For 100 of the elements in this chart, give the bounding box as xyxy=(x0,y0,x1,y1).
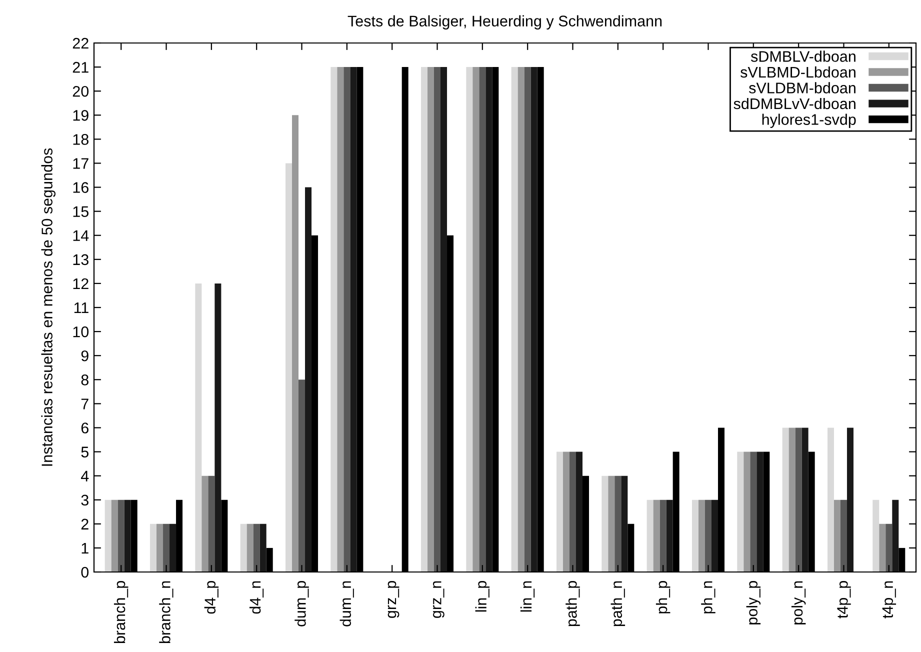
bar xyxy=(337,67,344,572)
bar xyxy=(750,452,757,572)
x-tick-label: t4p_p xyxy=(837,580,851,618)
y-tick-label: 21 xyxy=(72,62,88,73)
bar xyxy=(240,524,247,572)
bar xyxy=(427,67,434,572)
y-tick-label: 1 xyxy=(82,542,88,554)
y-tick-label: 2 xyxy=(81,518,88,530)
bar xyxy=(711,500,718,572)
bar xyxy=(150,524,157,572)
bar xyxy=(104,500,112,572)
bar xyxy=(827,428,834,572)
x-tick-label: t4p_n xyxy=(882,581,896,618)
bar xyxy=(524,67,531,572)
bar xyxy=(253,524,260,572)
bar xyxy=(840,500,847,572)
bar xyxy=(124,500,131,572)
bar xyxy=(156,524,164,572)
y-tick-label: 7 xyxy=(81,398,88,410)
bar xyxy=(653,500,660,572)
bar xyxy=(602,476,608,572)
bar xyxy=(788,428,796,572)
bar xyxy=(530,67,538,572)
bar xyxy=(744,452,750,572)
bar xyxy=(756,452,764,572)
x-tick-label: grz_p xyxy=(388,580,400,618)
bar xyxy=(621,476,628,572)
y-tick-label: 10 xyxy=(73,326,89,338)
bar xyxy=(163,524,170,572)
legend-label: sdDMBLvV-dboan xyxy=(734,98,856,110)
y-tick-label: 8 xyxy=(81,374,88,386)
bar xyxy=(802,428,808,572)
y-tick-label: 17 xyxy=(73,158,88,169)
x-tick-label: poly_p xyxy=(746,580,761,624)
bar xyxy=(344,67,350,572)
bar xyxy=(782,428,789,572)
x-tick-label: dum_p xyxy=(294,580,309,626)
x-tick-label: lin_n xyxy=(520,581,535,612)
bar xyxy=(511,67,518,572)
x-tick-label: path_n xyxy=(610,581,626,626)
x-tick-label: grz_n xyxy=(432,581,444,618)
bar xyxy=(208,476,215,572)
bar xyxy=(892,500,899,572)
bar xyxy=(170,524,176,572)
y-tick-label: 19 xyxy=(73,110,88,121)
bar xyxy=(260,524,266,572)
bar xyxy=(434,67,441,572)
y-tick-label: 5 xyxy=(81,446,88,458)
chart-title: Tests de Balsiger, Heuerding y Schwendimann xyxy=(348,15,662,30)
x-tick-label: poly_n xyxy=(791,581,806,624)
x-tick-label: path_p xyxy=(566,580,580,626)
bar xyxy=(608,476,615,572)
bar xyxy=(486,67,492,572)
y-axis-title: Instancias resueltas en menos de 50 segundos xyxy=(41,148,56,466)
bar xyxy=(872,500,880,572)
bar xyxy=(698,500,705,572)
bar xyxy=(795,428,802,572)
bar xyxy=(440,67,448,572)
y-tick-label: 11 xyxy=(74,302,88,314)
bar xyxy=(246,524,254,572)
bar xyxy=(202,476,208,572)
bar xyxy=(879,524,886,572)
x-tick-label: lin_p xyxy=(475,580,490,612)
x-tick-label: ph_p xyxy=(656,580,670,614)
y-tick-label: 9 xyxy=(81,350,88,362)
bar xyxy=(576,452,583,572)
bar xyxy=(614,476,622,572)
y-tick-label: 22 xyxy=(72,38,88,49)
x-tick-label: branch_n xyxy=(159,581,174,644)
bar xyxy=(666,500,673,572)
bar xyxy=(350,67,357,572)
y-tick-label: 3 xyxy=(81,494,88,506)
bar xyxy=(692,500,698,572)
y-tick-label: 15 xyxy=(73,206,88,218)
bar xyxy=(479,67,486,572)
bar xyxy=(646,500,654,572)
bar xyxy=(292,115,299,572)
x-tick-label: d4_n xyxy=(249,581,264,614)
bar xyxy=(562,452,570,572)
y-tick-label: 18 xyxy=(73,134,88,145)
legend-label: sVLDBM-bdoan xyxy=(749,82,856,94)
y-tick-label: 13 xyxy=(73,254,88,266)
bar xyxy=(704,500,712,572)
bar xyxy=(305,187,312,572)
bar xyxy=(472,67,480,572)
bar xyxy=(298,380,306,572)
bar xyxy=(737,452,744,572)
y-tick-label: 14 xyxy=(73,230,89,241)
bar xyxy=(118,500,124,572)
y-tick-label: 16 xyxy=(73,182,88,193)
y-tick-label: 0 xyxy=(81,566,89,578)
legend-label: hylores1-svdp xyxy=(762,114,856,128)
bar xyxy=(518,67,524,572)
bar xyxy=(556,452,563,572)
bar xyxy=(466,67,473,572)
bar xyxy=(660,500,666,572)
bar xyxy=(886,524,892,572)
legend-label: sDMBLV-dboan xyxy=(750,50,856,62)
bar xyxy=(195,283,202,572)
legend-label: sVLBMD-Lbdoan xyxy=(740,66,856,78)
